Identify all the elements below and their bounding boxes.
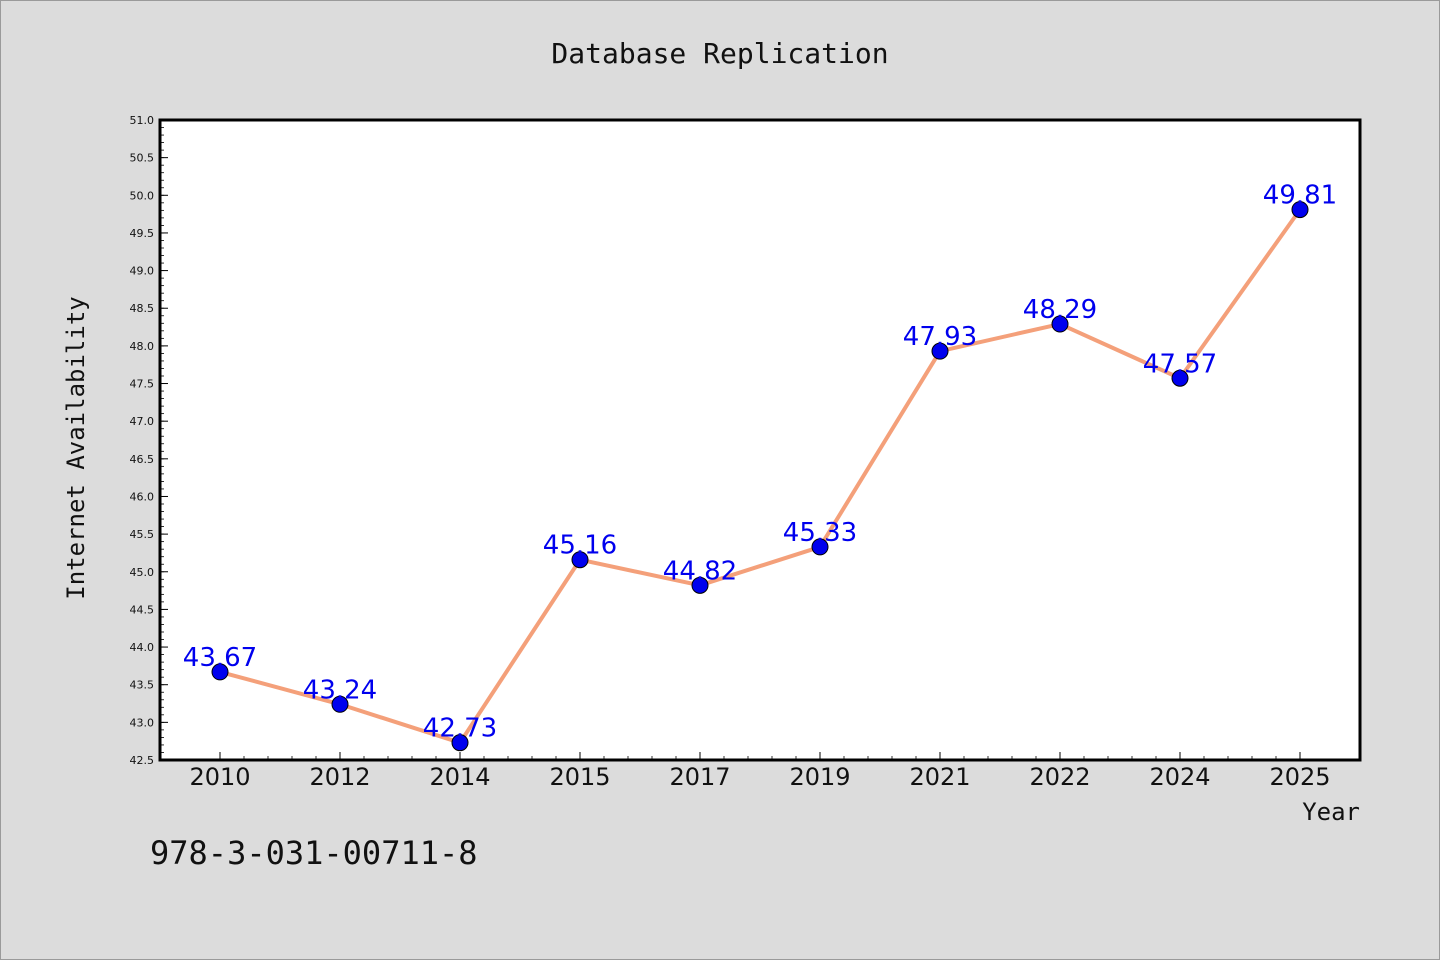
data-point [1051, 315, 1069, 333]
x-tick-label: 2017 [669, 763, 730, 791]
data-point [331, 695, 349, 713]
data-label: 43.24 [303, 675, 377, 705]
y-tick-label: 43.5 [130, 679, 155, 692]
data-label: 42.73 [423, 714, 497, 744]
y-tick-label: 44.0 [130, 641, 155, 654]
x-tick-label: 2025 [1269, 763, 1330, 791]
series-line [219, 208, 1302, 745]
x-tick-label: 2022 [1029, 763, 1090, 791]
y-tick-label: 44.5 [130, 603, 155, 616]
y-tick-label: 47.0 [130, 415, 155, 428]
data-label: 44.82 [663, 556, 737, 586]
data-point [1291, 201, 1309, 219]
data-point [691, 576, 709, 594]
isbn-label: 978-3-031-00711-8 [150, 834, 478, 872]
chart-title: Database Replication [551, 37, 888, 70]
y-tick-label: 48.0 [130, 340, 155, 353]
y-tick-label: 43.0 [130, 716, 155, 729]
x-tick-label: 2012 [309, 763, 370, 791]
x-axis-ticks: 2010 2012 2014 2015 2017 2019 2021 2022 2024 2025 [189, 752, 1331, 791]
y-axis-label: Internet Availability [62, 296, 90, 599]
data-point [211, 663, 229, 681]
data-label: 43.67 [183, 643, 257, 673]
x-tick-label: 2010 [189, 763, 250, 791]
y-tick-label: 47.5 [130, 378, 155, 391]
y-tick-label: 45.5 [130, 528, 155, 541]
x-tick-label: 2015 [549, 763, 610, 791]
data-label: 48.29 [1023, 295, 1097, 325]
y-tick-label: 42.5 [130, 754, 155, 767]
data-series: 43.67 43.24 42.73 45.16 44.82 45.33 47.93 48.29… [183, 181, 1337, 752]
data-point [1171, 369, 1189, 387]
y-tick-label: 50.5 [130, 152, 155, 165]
y-tick-label: 48.5 [130, 302, 155, 315]
x-tick-label: 2014 [429, 763, 490, 791]
y-tick-label: 49.0 [130, 265, 155, 278]
data-label: 45.16 [543, 531, 617, 561]
x-tick-label: 2021 [909, 763, 970, 791]
data-label: 45.33 [783, 518, 857, 548]
y-tick-label: 46.5 [130, 453, 155, 466]
data-point [451, 734, 469, 752]
y-axis-ticks: 42.5 43.0 43.5 44.0 44.5 45.0 45.5 46.0 46.5 47.0… [130, 114, 168, 767]
y-tick-label: 51.0 [130, 114, 155, 127]
data-label: 49.81 [1263, 181, 1337, 211]
x-tick-label: 2019 [789, 763, 850, 791]
x-tick-label: 2024 [1149, 763, 1210, 791]
data-label: 47.93 [903, 322, 977, 352]
y-tick-label: 50.0 [130, 189, 155, 202]
y-tick-label: 46.0 [130, 490, 155, 503]
y-tick-label: 49.5 [130, 227, 155, 240]
data-label: 47.57 [1143, 349, 1217, 379]
data-point [571, 551, 589, 569]
x-axis-label: Year [1302, 798, 1360, 826]
plot-area [158, 118, 1362, 762]
data-point [811, 538, 829, 556]
data-point [931, 342, 949, 360]
y-tick-label: 45.0 [130, 566, 155, 579]
